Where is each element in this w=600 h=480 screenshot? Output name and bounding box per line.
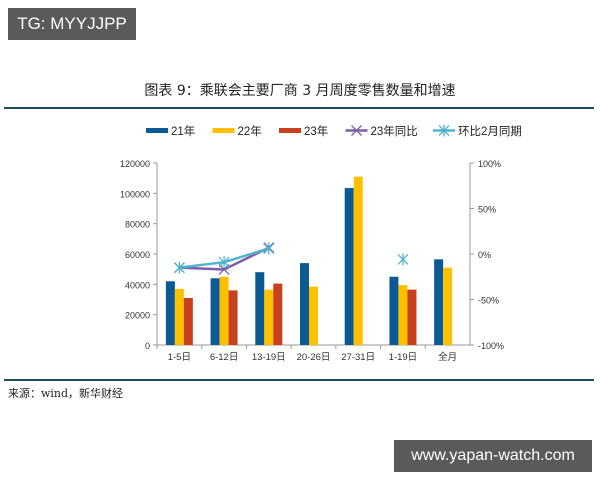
bar bbox=[407, 289, 417, 345]
top-divider bbox=[4, 107, 594, 109]
svg-text:21年: 21年 bbox=[171, 124, 195, 138]
svg-text:60000: 60000 bbox=[125, 250, 150, 260]
bar bbox=[434, 259, 444, 345]
svg-text:100000: 100000 bbox=[120, 189, 150, 199]
legend-item: 23年 bbox=[279, 124, 328, 138]
bar bbox=[309, 286, 318, 345]
svg-text:40000: 40000 bbox=[125, 280, 150, 290]
bar bbox=[174, 288, 184, 345]
bars bbox=[165, 176, 453, 345]
axes: 0 20000 40000 60000 80000 100000 120000 -100% -5… bbox=[120, 159, 504, 363]
svg-text:环比2月同期: 环比2月同期 bbox=[458, 125, 522, 138]
bar bbox=[344, 188, 354, 345]
figure-title: 图表 9：乘联会主要厂商 3 月周度零售数量和增速 bbox=[144, 83, 456, 99]
legend-item: 21年 bbox=[146, 124, 195, 138]
lines bbox=[173, 242, 409, 275]
svg-text:27-31日: 27-31日 bbox=[341, 352, 375, 363]
svg-text:50%: 50% bbox=[478, 205, 496, 215]
svg-text:100%: 100% bbox=[478, 159, 501, 169]
bottom-divider bbox=[4, 379, 594, 381]
legend: 21年 22年 23年 23年同比 环比2月同期 bbox=[146, 124, 522, 138]
watermark-bottom: www.yapan-watch.com bbox=[394, 440, 592, 472]
source-note: 来源：wind，新华财经 bbox=[8, 387, 124, 400]
bar bbox=[165, 281, 175, 345]
bar bbox=[300, 263, 309, 345]
bar bbox=[389, 276, 399, 345]
chart: 21年 22年 23年 23年同比 环比2月同期 0 20000 40000 60000 800… bbox=[120, 124, 522, 363]
svg-text:6-12日: 6-12日 bbox=[210, 352, 239, 363]
svg-text:23年: 23年 bbox=[304, 124, 328, 138]
bar bbox=[255, 272, 265, 345]
bar bbox=[353, 176, 363, 345]
bar bbox=[183, 297, 193, 345]
svg-text:0: 0 bbox=[145, 341, 150, 351]
svg-text:20000: 20000 bbox=[125, 311, 150, 321]
bar bbox=[264, 289, 274, 345]
svg-text:1-5日: 1-5日 bbox=[168, 352, 191, 363]
bar bbox=[443, 267, 453, 345]
svg-text:80000: 80000 bbox=[125, 220, 150, 230]
watermark-top: TG: MYYJJPP bbox=[8, 8, 136, 40]
legend-item: 22年 bbox=[212, 124, 262, 138]
bar bbox=[210, 278, 220, 345]
svg-text:1-19日: 1-19日 bbox=[389, 352, 418, 363]
bar bbox=[219, 276, 229, 345]
svg-text:全月: 全月 bbox=[438, 351, 457, 363]
bar bbox=[398, 285, 408, 345]
svg-text:-100%: -100% bbox=[478, 341, 504, 351]
svg-text:0%: 0% bbox=[478, 250, 491, 260]
svg-text:120000: 120000 bbox=[120, 159, 150, 169]
svg-text:13-19日: 13-19日 bbox=[252, 352, 286, 363]
svg-text:23年同比: 23年同比 bbox=[371, 124, 418, 138]
bar bbox=[228, 290, 238, 345]
svg-text:20-26日: 20-26日 bbox=[297, 352, 331, 363]
svg-text:22年: 22年 bbox=[238, 124, 262, 138]
legend-item: 环比2月同期 bbox=[433, 124, 522, 138]
svg-text:-50%: -50% bbox=[478, 296, 499, 306]
bar bbox=[273, 283, 283, 345]
legend-item: 23年同比 bbox=[345, 124, 418, 138]
